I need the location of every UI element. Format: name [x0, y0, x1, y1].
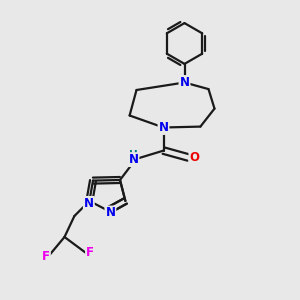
Text: N: N: [158, 121, 169, 134]
Text: N: N: [128, 153, 139, 166]
Text: O: O: [189, 151, 200, 164]
Text: N: N: [105, 206, 116, 220]
Text: N: N: [84, 197, 94, 210]
Text: F: F: [42, 250, 50, 263]
Text: F: F: [86, 246, 94, 259]
Text: N: N: [179, 76, 190, 89]
Text: H: H: [128, 150, 137, 161]
